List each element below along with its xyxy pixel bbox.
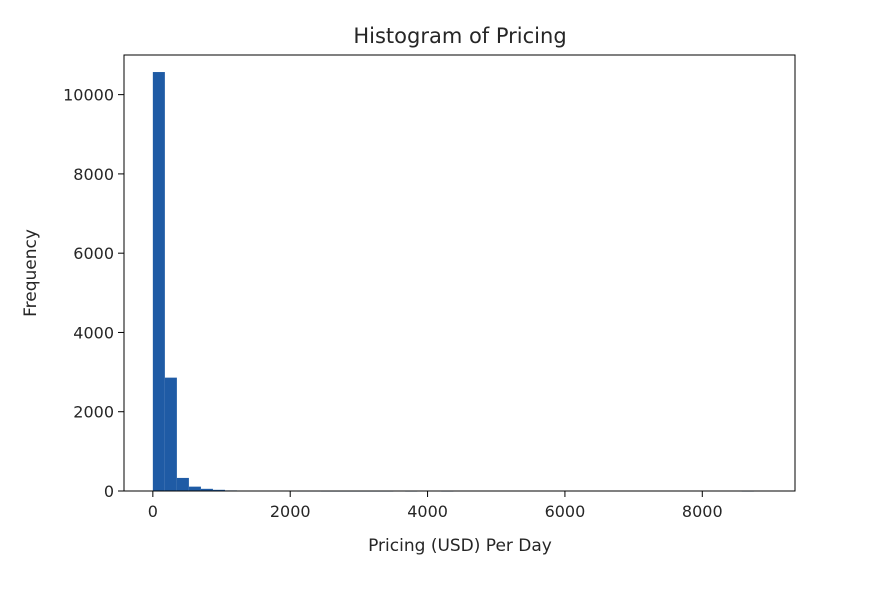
y-tick-label: 4000 [73,323,114,342]
x-tick-label: 6000 [545,502,586,521]
x-tick-label: 8000 [682,502,723,521]
y-axis-ticks: 0 2000 4000 6000 8000 10000 [63,86,124,501]
x-axis-label: Pricing (USD) Per Day [368,536,552,556]
histogram-bar [200,488,213,491]
x-axis-ticks: 0 2000 4000 6000 8000 [148,491,723,521]
y-tick-label: 8000 [73,165,114,184]
histogram-bar [164,377,177,491]
histogram-bar [212,489,225,491]
chart-title: Histogram of Pricing [353,24,566,48]
y-tick-label: 0 [104,482,114,501]
y-tick-label: 10000 [63,86,114,105]
histogram-bar [152,72,165,491]
x-tick-label: 2000 [270,502,311,521]
y-tick-label: 6000 [73,244,114,263]
bars-group [152,72,754,492]
y-tick-label: 2000 [73,403,114,422]
plot-area-frame [123,54,796,492]
x-tick-label: 0 [148,502,158,521]
histogram-bar [188,486,201,491]
histogram-bar [176,477,189,491]
x-tick-label: 4000 [407,502,448,521]
y-axis-label: Frequency [21,229,41,317]
